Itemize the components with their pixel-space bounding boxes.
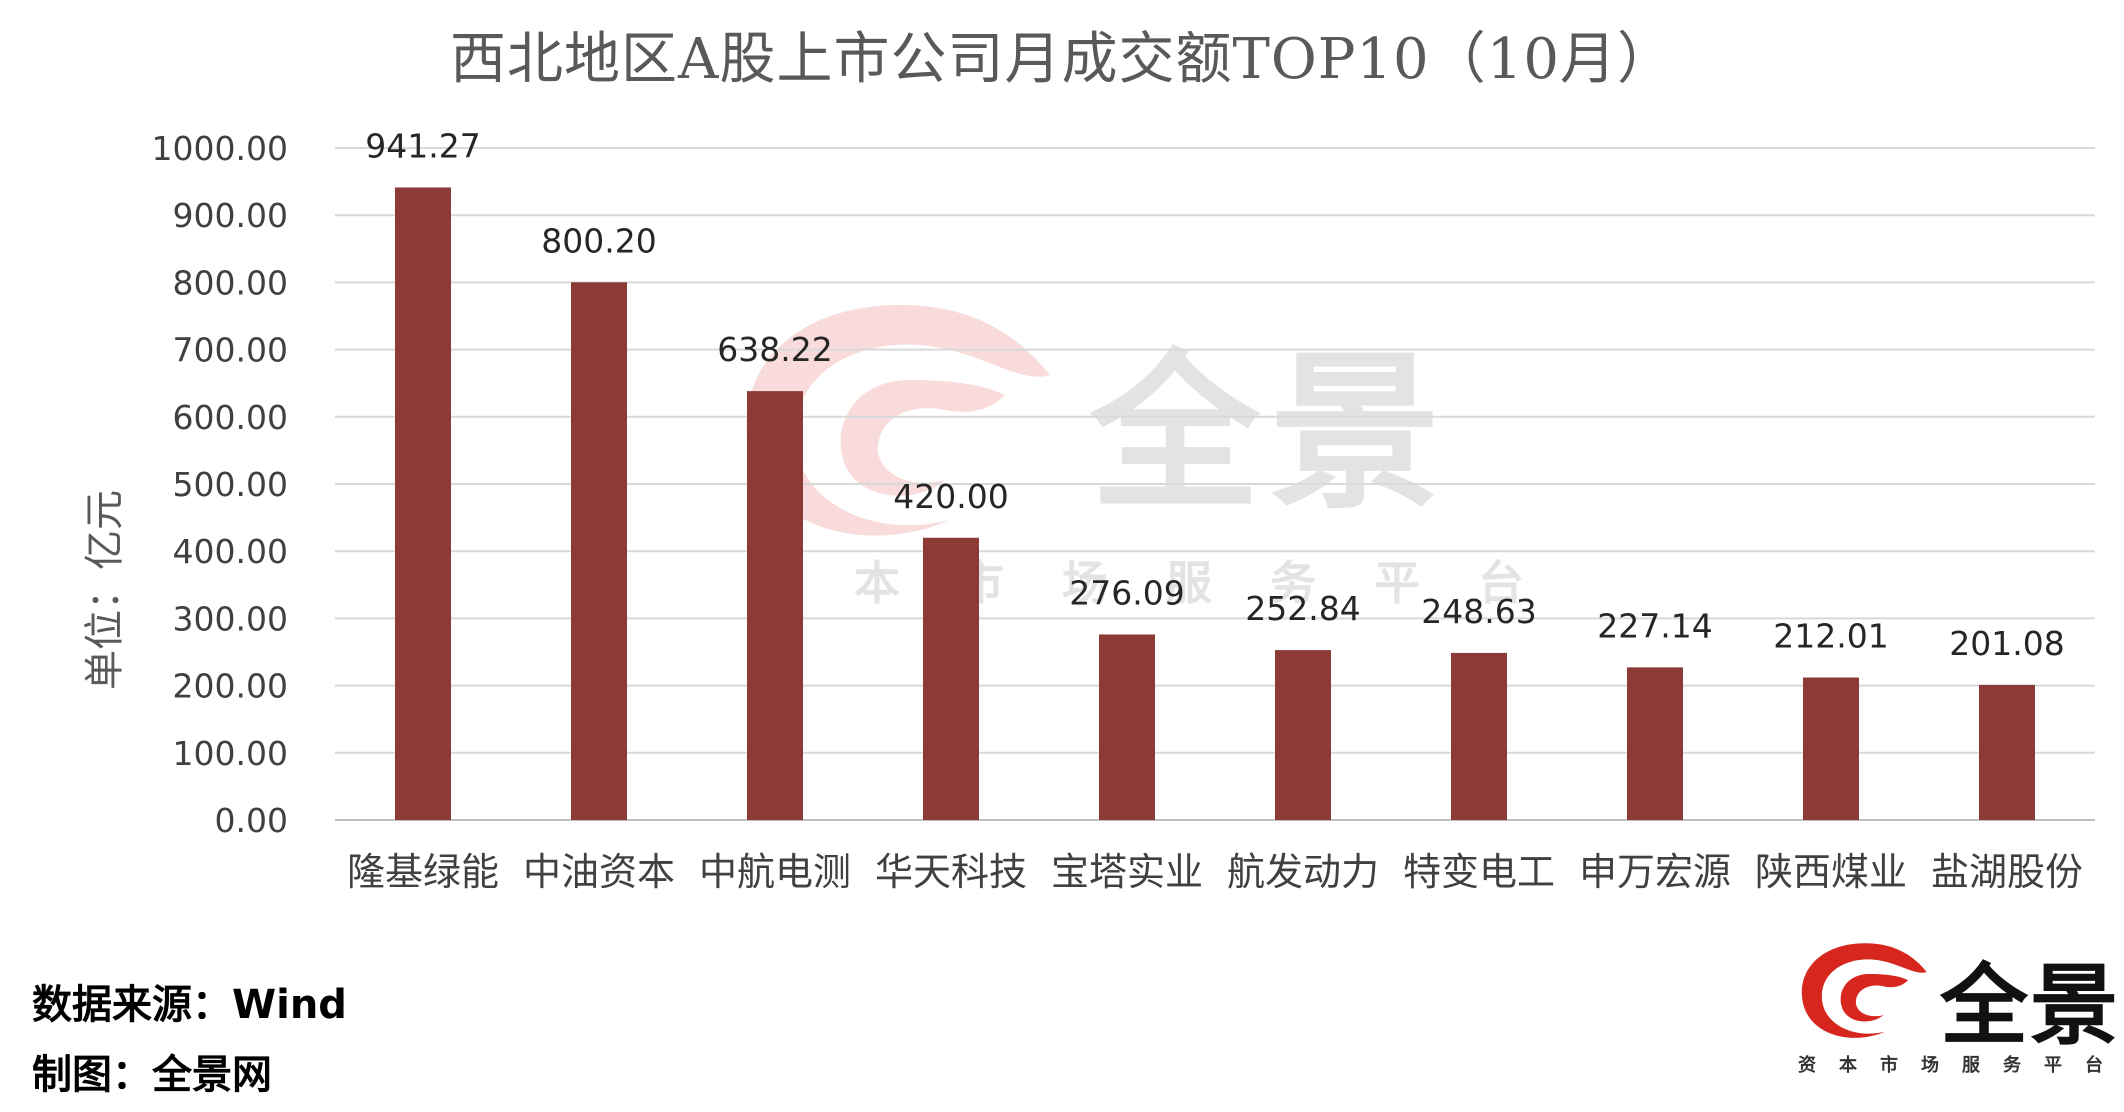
bars [395, 187, 2035, 820]
bar-chart: 0.00 100.00 200.00 300.00 400.00 500.00 600.00… [82, 126, 2095, 894]
data-label: 638.22 [717, 330, 832, 369]
data-label: 276.09 [1069, 573, 1184, 612]
y-axis-title: 单位：亿元 [82, 490, 128, 690]
watermark-brand: 全景 [1090, 335, 1451, 533]
bar [571, 282, 627, 820]
x-category-label: 特变电工 [1403, 850, 1555, 894]
y-tick-label: 0.00 [215, 801, 288, 840]
logo-brand-name: 全景 [1940, 954, 2121, 1057]
data-label: 941.27 [365, 126, 480, 165]
y-tick-label: 500.00 [173, 465, 288, 504]
chart-credit-note: 制图：全景网 [32, 1052, 272, 1098]
y-axis-ticks: 0.00 100.00 200.00 300.00 400.00 500.00 600.00… [152, 129, 288, 840]
bar [1979, 684, 2035, 820]
data-label: 201.08 [1949, 624, 2064, 663]
x-category-label: 盐湖股份 [1931, 850, 2083, 894]
x-category-label: 隆基绿能 [347, 850, 499, 894]
y-tick-label: 700.00 [173, 331, 288, 370]
y-tick-label: 600.00 [173, 398, 288, 437]
y-tick-label: 1000.00 [152, 129, 288, 168]
x-axis-labels: 隆基绿能 中油资本 中航电测 华天科技 宝塔实业 航发动力 特变电工 申万宏源 陕西煤业 盐湖股份 [347, 850, 2083, 894]
logo-swirl-icon [1801, 943, 1927, 1038]
x-category-label: 申万宏源 [1579, 850, 1731, 894]
x-category-label: 中航电测 [699, 850, 851, 894]
data-label: 227.14 [1597, 606, 1712, 645]
y-tick-label: 300.00 [173, 599, 288, 638]
y-tick-label: 200.00 [173, 667, 288, 706]
x-category-label: 中油资本 [523, 850, 675, 894]
data-source-note: 数据来源：Wind [32, 982, 347, 1028]
bar [1451, 652, 1507, 820]
y-tick-label: 400.00 [173, 532, 288, 571]
data-label: 420.00 [893, 477, 1008, 516]
bar [395, 187, 451, 820]
x-category-label: 宝塔实业 [1051, 850, 1203, 894]
bar [1275, 650, 1331, 820]
data-label: 212.01 [1773, 617, 1888, 656]
brand-logo: 全景 资本市场服务平台 [1790, 935, 2120, 1105]
y-tick-label: 900.00 [173, 196, 288, 235]
bar [1803, 677, 1859, 820]
watermark-swirl-icon [746, 305, 1050, 536]
y-tick-label: 100.00 [173, 734, 288, 773]
logo-tagline: 资本市场服务平台 [1798, 1055, 2124, 1076]
x-category-label: 华天科技 [875, 850, 1027, 894]
data-label: 248.63 [1421, 592, 1536, 631]
bar [1627, 667, 1683, 820]
bar [747, 391, 803, 820]
watermark-tagline: 资本市场服务平台 [750, 556, 1582, 610]
data-label: 800.20 [541, 221, 656, 260]
bar [1099, 634, 1155, 820]
x-category-label: 陕西煤业 [1755, 850, 1907, 894]
data-label: 252.84 [1245, 589, 1360, 628]
x-category-label: 航发动力 [1227, 850, 1379, 894]
gridlines [335, 147, 2095, 821]
watermark: 全景 资本市场服务平台 [720, 285, 1524, 625]
data-labels: 941.27 800.20 638.22 420.00 276.09 252.84 248.… [365, 126, 2064, 662]
chart-title: 西北地区A股上市公司月成交额TOP10（10月） [450, 27, 1674, 92]
y-tick-label: 800.00 [173, 263, 288, 302]
bar [923, 537, 979, 820]
